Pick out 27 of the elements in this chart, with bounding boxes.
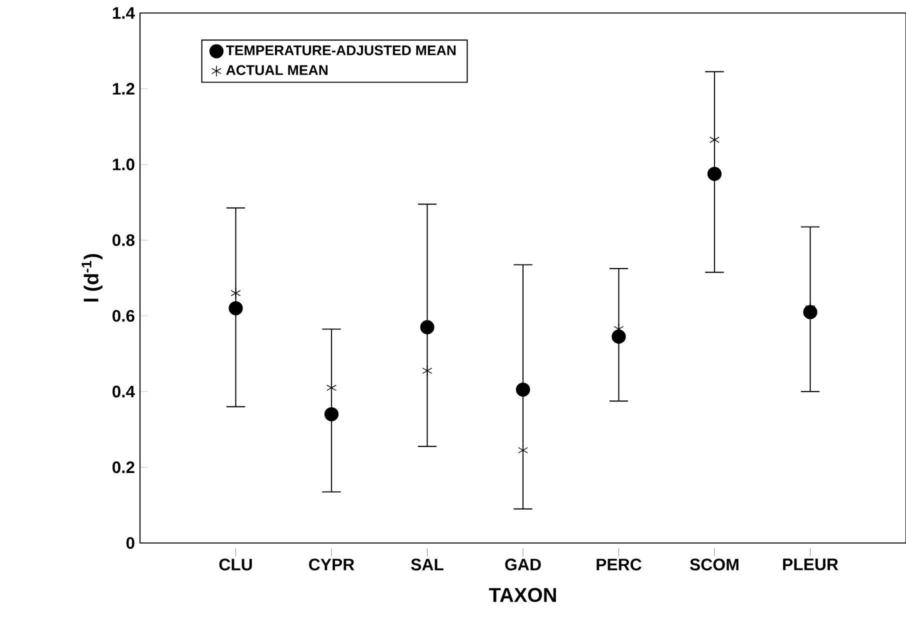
point — [516, 382, 530, 397]
x-tick-label: CYPR — [309, 558, 354, 570]
point — [228, 301, 243, 316]
y-tick-label: 1.2 — [112, 82, 134, 95]
x-tick-label: GAD — [505, 558, 541, 570]
y-tick-label: 0.2 — [112, 461, 134, 474]
point — [422, 365, 432, 376]
y-tick-label: 1.0 — [112, 158, 134, 170]
point — [707, 166, 722, 181]
point — [612, 330, 626, 344]
legend-label: TEMPERATURE-ADJUSTED MEAN — [226, 45, 456, 56]
x-tick-label: PERC — [596, 558, 642, 570]
point — [420, 320, 434, 334]
x-tick-label: CLU — [219, 558, 252, 570]
y-tick-label: 1.4 — [112, 7, 135, 19]
x-tick-label: SCOM — [690, 558, 738, 570]
y-tick-label: 0.6 — [112, 310, 134, 322]
y-tick-label: 0 — [126, 537, 134, 549]
x-tick-label: SAL — [411, 558, 444, 570]
x-axis-title: TAXON — [488, 588, 556, 602]
point — [230, 287, 241, 299]
y-tick-label: 0.4 — [112, 386, 135, 398]
y-axis-title: l (d$^{-1}$) — [82, 254, 102, 302]
legend-label: ACTUAL MEAN — [226, 65, 328, 76]
point — [324, 407, 339, 422]
y-tick-label: 0.8 — [112, 234, 135, 246]
x-tick-label: PLEUR — [783, 558, 838, 570]
